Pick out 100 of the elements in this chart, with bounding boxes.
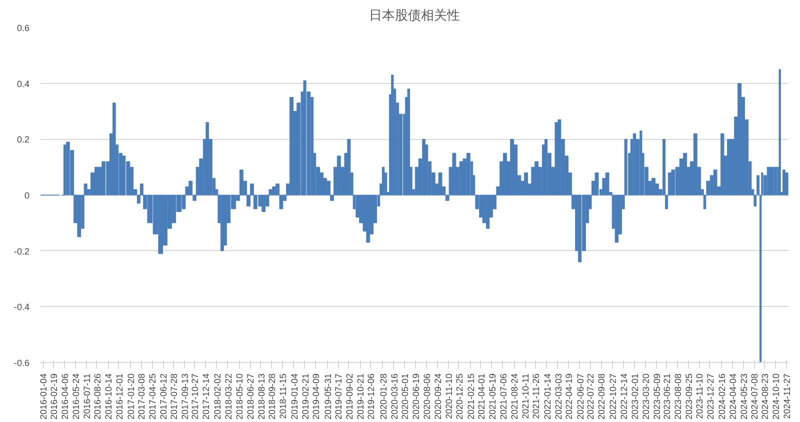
bar <box>578 194 582 262</box>
bar <box>290 97 294 196</box>
bar <box>486 194 490 229</box>
x-tick-label: 2019-02-21 <box>300 373 310 420</box>
x-tick-label: 2022-07-22 <box>586 373 596 420</box>
x-tick-label: 2020-12-25 <box>454 373 464 420</box>
bar <box>63 144 66 196</box>
x-tick-label: 2022-09-08 <box>596 373 607 420</box>
x-tick-label: 2020-11-10 <box>444 373 454 419</box>
x-tick-label: 2019-07-17 <box>334 373 344 420</box>
x-tick-label: 2019-12-06 <box>366 373 376 420</box>
bar <box>422 138 426 196</box>
x-tick-label: 2017-06-12 <box>158 373 169 420</box>
bar <box>452 152 456 196</box>
x-tick-label: 2022-06-07 <box>575 373 586 420</box>
x-tick-label: 2024-07-08 <box>750 373 760 420</box>
bar <box>366 194 370 243</box>
x-tick-label: 2024-11-27 <box>782 373 792 419</box>
bar <box>640 130 642 196</box>
x-tick-label: 2017-10-27 <box>190 373 200 420</box>
bar <box>614 194 619 243</box>
x-tick-label: 2023-11-10 <box>694 373 705 419</box>
x-tick-label: 2016-12-01 <box>114 373 124 420</box>
y-tick-label: 0.6 <box>16 23 30 33</box>
bar <box>407 88 410 196</box>
bar <box>605 172 610 196</box>
x-tick-label: 2017-01-20 <box>126 373 136 420</box>
x-tick-label: 2016-02-19 <box>49 373 60 420</box>
bar <box>112 102 116 196</box>
x-tick-label: 2023-09-25 <box>684 373 694 420</box>
bar <box>652 178 656 196</box>
x-tick-label: 2019-10-21 <box>356 373 366 420</box>
y-tick-label: -0.6 <box>14 358 30 368</box>
x-tick-label: 2016-01-04 <box>38 373 49 420</box>
bar <box>66 142 70 196</box>
bar <box>303 80 306 196</box>
x-tick-label: 2020-08-06 <box>422 373 432 420</box>
x-tick-label: 2022-04-19 <box>564 373 574 420</box>
x-tick-label: 2023-03-20 <box>640 373 651 420</box>
x-tick-label: 2023-08-08 <box>673 373 684 420</box>
x-tick-label: 2024-10-10 <box>771 373 782 420</box>
x-tick-label: 2017-12-14 <box>200 373 211 420</box>
x-tick-label: 2024-05-23 <box>739 373 750 420</box>
x-tick-label: 2021-04-01 <box>476 373 486 420</box>
x-tick-label: 2021-02-15 <box>466 373 476 420</box>
bar <box>122 156 126 196</box>
x-tick-label: 2021-07-06 <box>498 373 508 420</box>
bar <box>524 172 528 196</box>
bar <box>594 172 599 196</box>
bar <box>438 172 442 196</box>
x-tick-label: 2023-02-01 <box>630 373 640 420</box>
y-tick-label: -0.2 <box>14 246 30 256</box>
x-tick-label: 2023-12-27 <box>705 373 716 420</box>
bar <box>347 138 351 196</box>
x-tick-label: 2019-01-04 <box>289 373 300 420</box>
x-tick-label: 2016-10-14 <box>104 373 114 420</box>
bar <box>77 194 82 238</box>
x-tick-label: 2019-09-02 <box>344 373 354 420</box>
x-tick-label: 2018-09-28 <box>266 373 277 420</box>
bar <box>466 152 470 196</box>
x-tick-label: 2023-06-21 <box>662 373 672 420</box>
bar <box>510 138 514 196</box>
x-tick-label: 2018-02-02 <box>212 373 222 420</box>
x-tick-label: 2016-07-11 <box>82 373 92 419</box>
bar <box>272 186 276 196</box>
bar <box>738 83 742 196</box>
bar <box>785 172 788 196</box>
bar <box>534 161 539 196</box>
x-tick-label: 2022-01-14 <box>542 373 552 420</box>
x-tick-label: 2016-05-24 <box>70 373 81 420</box>
x-tick-label: 2024-04-04 <box>728 373 738 420</box>
x-tick-label: 2022-10-27 <box>608 373 618 420</box>
bar <box>671 170 676 196</box>
x-tick-label: 2020-06-19 <box>411 373 422 420</box>
x-tick-label: 2017-09-13 <box>180 373 190 420</box>
chart-title: 日本股债相关性 <box>369 8 460 22</box>
bar <box>683 152 688 196</box>
bar <box>713 170 718 196</box>
x-tick-label: 2023-05-09 <box>652 373 662 420</box>
x-tick-label: 2019-04-09 <box>311 373 322 420</box>
bar <box>693 133 698 196</box>
x-tick-label: 2018-11-15 <box>278 373 288 419</box>
x-tick-label: 2017-07-28 <box>169 373 180 420</box>
x-tick-label: 2016-08-26 <box>92 373 102 420</box>
x-tick-label: 2017-03-08 <box>136 373 147 420</box>
x-tick-label: 2021-10-11 <box>520 373 531 419</box>
y-tick-label: 0.2 <box>16 134 30 145</box>
x-tick-label: 2019-05-31 <box>322 373 333 420</box>
x-tick-label: 2021-08-24 <box>510 373 520 420</box>
y-tick-label: 0.4 <box>16 78 30 89</box>
x-tick-label: 2024-02-16 <box>716 373 727 420</box>
x-tick-label: 2022-03-03 <box>553 373 564 420</box>
bar <box>720 133 724 196</box>
x-tick-label: 2022-12-14 <box>618 373 629 420</box>
x-tick-label: 2018-03-22 <box>223 373 234 420</box>
x-tick-label: 2018-08-13 <box>256 373 266 420</box>
bar <box>262 194 266 212</box>
bar <box>382 166 385 196</box>
y-tick-label: 0 <box>24 190 30 200</box>
x-tick-label: 2018-06-27 <box>246 373 256 420</box>
